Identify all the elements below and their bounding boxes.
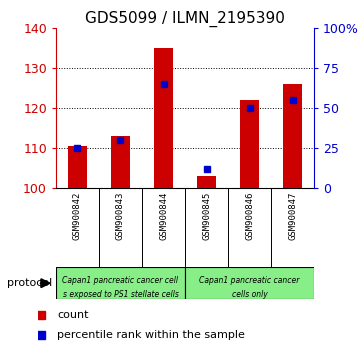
Text: Capan1 pancreatic cancer cell: Capan1 pancreatic cancer cell	[62, 276, 178, 285]
Text: percentile rank within the sample: percentile rank within the sample	[57, 330, 245, 339]
Bar	[154, 48, 173, 188]
Text: GSM900846: GSM900846	[245, 192, 254, 240]
Bar	[68, 146, 87, 188]
Text: Capan1 pancreatic cancer: Capan1 pancreatic cancer	[199, 276, 300, 285]
Title: GDS5099 / ILMN_2195390: GDS5099 / ILMN_2195390	[85, 11, 285, 27]
Text: GSM900844: GSM900844	[159, 192, 168, 240]
Text: GSM900845: GSM900845	[202, 192, 211, 240]
Bar	[240, 100, 259, 188]
Text: GSM900843: GSM900843	[116, 192, 125, 240]
Text: GSM900847: GSM900847	[288, 192, 297, 240]
Text: GSM900842: GSM900842	[73, 192, 82, 240]
Text: s exposed to PS1 stellate cells: s exposed to PS1 stellate cells	[62, 290, 178, 299]
Text: count: count	[57, 310, 89, 320]
Bar	[197, 176, 216, 188]
Text: protocol: protocol	[7, 278, 52, 288]
Bar	[111, 136, 130, 188]
Text: cells only: cells only	[232, 290, 268, 299]
Bar	[185, 267, 314, 299]
Bar	[283, 84, 302, 188]
Bar	[56, 267, 185, 299]
